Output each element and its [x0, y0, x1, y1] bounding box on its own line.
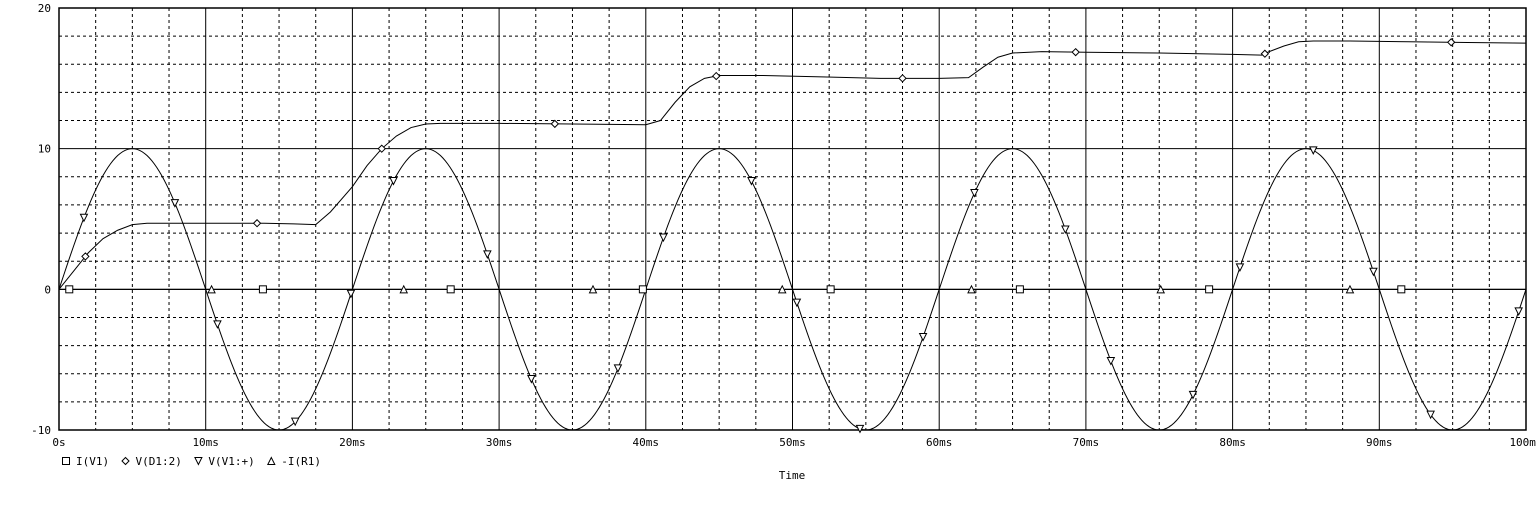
series-marker-0 — [826, 285, 835, 294]
chart-markers — [65, 38, 1523, 434]
x-tick-label: 0s — [52, 436, 65, 449]
series-marker-3 — [1156, 284, 1166, 294]
legend-label-0: I(V1) — [76, 455, 109, 468]
legend-marker-0 — [62, 457, 70, 465]
series-marker-2 — [918, 332, 928, 342]
legend-label-2: V(V1:+) — [208, 455, 254, 468]
series-marker-1 — [377, 144, 386, 153]
x-tick-label: 70ms — [1073, 436, 1100, 449]
series-marker-0 — [446, 285, 455, 294]
series-marker-2 — [79, 213, 89, 223]
series-marker-2 — [1106, 356, 1116, 366]
series-marker-3 — [1345, 284, 1355, 294]
series-marker-0 — [65, 285, 74, 294]
series-marker-3 — [777, 284, 787, 294]
series-marker-3 — [399, 284, 409, 294]
chart-series — [58, 40, 1527, 431]
series-marker-0 — [638, 285, 647, 294]
series-marker-1 — [252, 219, 262, 228]
legend-marker-2 — [194, 457, 203, 466]
series-marker-2 — [346, 289, 356, 299]
series-marker-0 — [1015, 285, 1024, 294]
x-tick-label: 10ms — [192, 436, 219, 449]
series-marker-2 — [1308, 146, 1318, 156]
series-marker-1 — [1071, 47, 1080, 57]
legend-marker-1 — [121, 456, 130, 466]
x-tick-label: 100ms — [1509, 436, 1537, 449]
series-marker-2 — [1188, 390, 1198, 400]
y-axis-ticks: -10 0 10 20 — [31, 2, 51, 437]
series-marker-2 — [970, 189, 979, 198]
series-marker-2 — [213, 320, 222, 329]
series-marker-1 — [1446, 38, 1456, 47]
x-tick-label: 40ms — [633, 436, 660, 449]
series-marker-2 — [290, 417, 300, 427]
series-marker-1 — [1260, 49, 1270, 58]
series-marker-2 — [527, 374, 536, 384]
series-marker-1 — [81, 252, 90, 261]
series-marker-2 — [747, 176, 756, 186]
chart-grid — [58, 7, 1527, 431]
series-marker-2 — [483, 250, 492, 259]
series-marker-2 — [855, 424, 865, 434]
legend-label-1: V(D1:2) — [136, 455, 182, 468]
series-marker-2 — [792, 298, 802, 308]
series-marker-2 — [1061, 225, 1070, 235]
x-tick-label: 50ms — [779, 436, 806, 449]
plot-frame — [58, 7, 1527, 431]
x-tick-label: 60ms — [926, 436, 953, 449]
x-axis-label: Time — [779, 469, 806, 482]
x-tick-label: 80ms — [1219, 436, 1246, 449]
series-marker-2 — [389, 176, 398, 186]
x-tick-label: 90ms — [1366, 436, 1393, 449]
series-marker-2 — [170, 199, 180, 208]
series-marker-2 — [1514, 307, 1523, 316]
series-marker-1 — [550, 119, 560, 129]
y-tick-label: 10 — [38, 143, 51, 156]
series-marker-2 — [1369, 267, 1378, 277]
series-marker-2 — [659, 233, 668, 243]
x-axis-ticks: 0s 10ms 20ms 30ms 40ms 50ms 60ms 70ms 80ms 90ms 10… — [52, 436, 1537, 449]
series-marker-3 — [207, 284, 216, 294]
series-marker-3 — [588, 284, 598, 294]
series-marker-1 — [712, 71, 721, 81]
series-marker-0 — [258, 285, 267, 294]
y-tick-label: -10 — [31, 424, 51, 437]
x-tick-label: 20ms — [339, 436, 366, 449]
series-marker-1 — [898, 74, 907, 83]
series-marker-2 — [613, 364, 623, 374]
y-tick-label: 0 — [44, 283, 51, 296]
series-marker-2 — [1426, 410, 1435, 420]
legend-label-3: -I(R1) — [281, 455, 321, 468]
chart-legend: I(V1) V(D1:2) V(V1:+) -I(R1) — [62, 455, 321, 468]
series-marker-2 — [1235, 263, 1245, 272]
series-marker-0 — [1397, 285, 1406, 294]
plot-border — [58, 7, 1527, 431]
y-tick-label: 20 — [38, 2, 51, 15]
x-tick-label: 30ms — [486, 436, 513, 449]
legend-marker-3 — [266, 456, 276, 465]
series-marker-3 — [967, 284, 976, 294]
series-marker-0 — [1205, 285, 1214, 294]
series-line-1 — [58, 40, 1527, 290]
